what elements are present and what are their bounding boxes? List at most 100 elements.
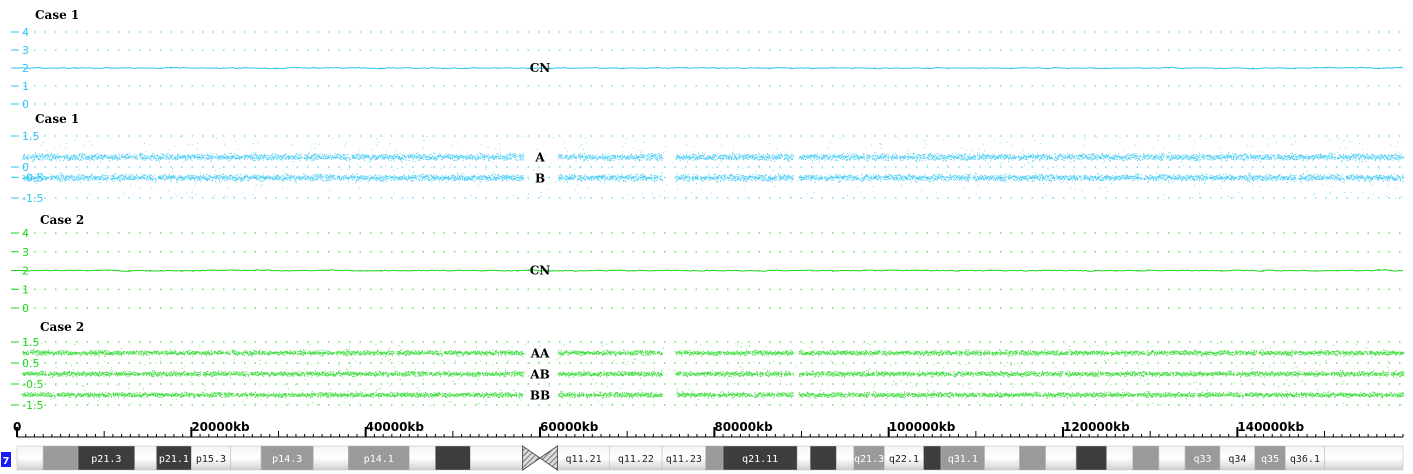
y-tick-label: 0	[22, 98, 29, 111]
ideogram-band	[853, 445, 885, 471]
band-label-b: B	[535, 171, 545, 185]
ideogram-band	[134, 445, 157, 471]
x-tick-label: 20000kb	[191, 420, 250, 434]
y-tick-label: 0.5	[22, 357, 40, 370]
band-label-aa: AA	[530, 347, 550, 361]
y-tick-label: 0	[22, 302, 29, 315]
chromosome-number: 7	[3, 456, 10, 467]
y-tick-label: 1	[22, 283, 29, 296]
ideogram-band	[1045, 445, 1077, 471]
chromosome-badge	[1, 452, 11, 467]
ideogram-band	[609, 445, 663, 471]
y-tick-label: 4	[22, 26, 29, 39]
panel-title: Case 1	[35, 112, 79, 126]
x-tick-label: 0	[13, 420, 21, 434]
x-axis: 0 20000kb 40000kb 60000kb 80000kb 100000kb 120…	[13, 420, 1404, 438]
cn-series-line	[16, 269, 1404, 273]
ideogram-band	[809, 445, 837, 471]
ideogram-band-label: q11.21	[566, 454, 602, 465]
y-tick-label: 1.5	[22, 336, 40, 349]
scatter-points	[17, 342, 1405, 406]
ideogram-band	[347, 445, 410, 471]
x-tick-label: 120000kb	[1063, 420, 1130, 434]
ideogram-band	[1184, 445, 1221, 471]
ideogram-band-label: p21.1	[159, 454, 189, 465]
band-label-a: A	[534, 151, 545, 165]
band-label-ab: AB	[529, 368, 549, 382]
panel-title: Case 2	[40, 213, 84, 227]
x-tick-label: 140000kb	[1237, 420, 1304, 434]
chromosome-ideogram: p21.3 p21.1 p15.3 p14.3 p14.1 q11.21 q11.22 q11…	[1, 445, 1404, 471]
ideogram-band	[557, 445, 611, 471]
ideogram-band-label: q36.1	[1290, 454, 1320, 465]
panel-title: Case 1	[35, 8, 79, 22]
ideogram-band	[1019, 445, 1046, 471]
ideogram-band	[940, 445, 985, 471]
y-tick-label: 3	[22, 44, 29, 57]
scatter-band-b	[22, 172, 1405, 184]
ideogram-band-label: q31.1	[948, 454, 978, 465]
scatter-band-bb	[22, 390, 1405, 400]
scatter-band-aa	[22, 348, 1405, 358]
band-label-bb: BB	[530, 389, 550, 403]
centromere	[522, 445, 558, 471]
y-tick-label: 1.5	[22, 130, 40, 143]
ideogram-band	[1075, 445, 1107, 471]
ideogram-band	[191, 445, 231, 471]
y-tick-label: 0	[22, 161, 29, 174]
ideogram-band	[661, 445, 706, 471]
y-tick-label: -1.5	[22, 192, 43, 205]
x-tick-label: 100000kb	[889, 420, 956, 434]
ideogram-band-label: p14.1	[364, 454, 394, 465]
scatter-points	[22, 136, 1405, 199]
ideogram-band-label: q33	[1193, 454, 1211, 465]
ideogram-band	[1158, 445, 1186, 471]
ideogram-band	[77, 445, 135, 471]
y-tick-label: 4	[22, 227, 29, 240]
panel-4: Case 21.5 0.5 -0.5 -1.5 AA AB BB	[11, 320, 1405, 412]
x-tick-label: 60000kb	[540, 420, 599, 434]
ideogram-band-label: q11.22	[618, 454, 654, 465]
ideogram-band	[409, 445, 436, 471]
ideogram-band-label: q35	[1261, 454, 1279, 465]
series-label: CN	[530, 61, 551, 75]
ideogram-band	[796, 445, 811, 471]
cn-series-line	[16, 66, 1404, 70]
ideogram-band	[884, 445, 924, 471]
ideogram-band-label: q34	[1228, 454, 1246, 465]
panel-2: Case 11.50-0.5-1.5AB	[11, 112, 1405, 205]
ideogram-band	[1254, 445, 1286, 471]
ideogram-band	[705, 445, 724, 471]
ideogram-band-label: q21.11	[742, 454, 778, 465]
ideogram-band	[313, 445, 349, 471]
y-tick-label: -0.5	[22, 378, 43, 391]
ideogram-band	[1106, 445, 1134, 471]
ideogram-band	[16, 445, 44, 471]
scatter-band-ab	[22, 369, 1405, 379]
ideogram-band	[42, 445, 79, 471]
ideogram-band	[1132, 445, 1160, 471]
series-label: CN	[530, 264, 551, 278]
x-tick-label: 80000kb	[714, 420, 773, 434]
ideogram-band	[1219, 445, 1256, 471]
panel-title: Case 2	[40, 320, 84, 334]
ideogram-band	[435, 445, 471, 471]
y-tick-label: 1	[22, 80, 29, 93]
ideogram-band	[1324, 445, 1404, 471]
ideogram-band	[836, 445, 855, 471]
y-tick-label: 3	[22, 246, 29, 259]
ideogram-band-label: p14.3	[272, 454, 302, 465]
ideogram-band-label: p15.3	[196, 454, 226, 465]
ideogram-band-label: q22.1	[889, 454, 919, 465]
ideogram-band-label: q11.23	[666, 454, 702, 465]
ideogram-band	[260, 445, 314, 471]
ideogram-band	[923, 445, 942, 471]
scatter-band-a	[22, 151, 1405, 163]
ideogram-band	[470, 445, 523, 471]
ideogram-band-label: q21.3	[854, 454, 884, 465]
y-tick-label: -1.5	[22, 399, 43, 412]
